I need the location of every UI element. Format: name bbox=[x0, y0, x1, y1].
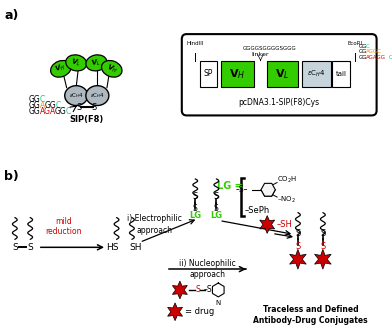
Text: i) Electrophilic
approach: i) Electrophilic approach bbox=[127, 214, 182, 234]
Text: GG: GG bbox=[54, 107, 66, 116]
Text: A: A bbox=[40, 101, 45, 110]
Text: S: S bbox=[193, 204, 198, 213]
Text: S: S bbox=[76, 103, 82, 112]
Text: = drug: = drug bbox=[185, 307, 214, 316]
FancyBboxPatch shape bbox=[182, 34, 377, 116]
Text: C: C bbox=[66, 107, 71, 116]
Ellipse shape bbox=[66, 55, 87, 71]
Text: pcDNA3.1-SIP(F8)Cys: pcDNA3.1-SIP(F8)Cys bbox=[239, 98, 320, 107]
Text: GG: GG bbox=[358, 55, 367, 60]
Text: GG: GG bbox=[28, 107, 40, 116]
Text: S: S bbox=[12, 243, 18, 252]
Text: C: C bbox=[40, 95, 45, 104]
Text: AGAGG: AGAGG bbox=[366, 55, 386, 60]
FancyBboxPatch shape bbox=[332, 61, 350, 87]
Text: GG: GG bbox=[28, 101, 40, 110]
Text: V$_L$: V$_L$ bbox=[71, 57, 82, 69]
Text: –S–: –S– bbox=[236, 185, 249, 194]
Text: CO$_2$H: CO$_2$H bbox=[277, 175, 298, 185]
Text: $\varepsilon$C$_H$4: $\varepsilon$C$_H$4 bbox=[307, 69, 325, 79]
Text: b): b) bbox=[4, 170, 19, 183]
Text: GG: GG bbox=[358, 43, 367, 48]
Text: tail: tail bbox=[336, 71, 347, 77]
Text: –SePh: –SePh bbox=[244, 206, 269, 215]
FancyBboxPatch shape bbox=[221, 61, 254, 87]
Text: S: S bbox=[192, 192, 198, 201]
Text: V$_L$: V$_L$ bbox=[275, 67, 290, 81]
Polygon shape bbox=[290, 249, 306, 269]
Text: AGA: AGA bbox=[40, 107, 56, 116]
Polygon shape bbox=[314, 249, 331, 269]
Text: S: S bbox=[214, 204, 219, 213]
Text: S: S bbox=[27, 243, 33, 252]
Text: V$_H$: V$_H$ bbox=[54, 62, 68, 75]
Text: S: S bbox=[214, 192, 219, 201]
Text: –SH: –SH bbox=[277, 220, 293, 229]
Text: GGGGSGGGGSGGG: GGGGSGGGGSGGG bbox=[243, 46, 296, 51]
Text: GG: GG bbox=[45, 101, 56, 110]
Ellipse shape bbox=[102, 60, 122, 77]
Text: GG: GG bbox=[28, 95, 40, 104]
Text: V$_H$: V$_H$ bbox=[105, 62, 119, 75]
Text: SP: SP bbox=[204, 69, 213, 78]
Text: LG: LG bbox=[189, 211, 201, 220]
Text: HS: HS bbox=[107, 243, 119, 252]
Text: AGGC: AGGC bbox=[366, 49, 382, 54]
Polygon shape bbox=[261, 183, 275, 196]
Polygon shape bbox=[260, 215, 275, 233]
Text: S: S bbox=[320, 229, 325, 238]
Polygon shape bbox=[168, 303, 183, 321]
FancyBboxPatch shape bbox=[200, 61, 217, 87]
Text: LG =: LG = bbox=[217, 181, 243, 191]
Text: V$_L$: V$_L$ bbox=[91, 57, 102, 69]
Text: C: C bbox=[366, 43, 370, 48]
Text: V$_H$: V$_H$ bbox=[229, 67, 246, 81]
Text: $\varepsilon$C$_H$4: $\varepsilon$C$_H$4 bbox=[69, 91, 84, 100]
Text: ii) Nucleophilic
approach: ii) Nucleophilic approach bbox=[179, 259, 236, 279]
Ellipse shape bbox=[65, 86, 88, 106]
Ellipse shape bbox=[51, 60, 71, 77]
Text: –S: –S bbox=[204, 286, 212, 294]
Text: –NO$_2$: –NO$_2$ bbox=[277, 195, 296, 205]
Polygon shape bbox=[172, 281, 187, 299]
Text: S: S bbox=[295, 229, 301, 238]
Text: SIP(F8): SIP(F8) bbox=[70, 116, 104, 124]
Text: linker: linker bbox=[252, 52, 269, 57]
FancyBboxPatch shape bbox=[267, 61, 298, 87]
Text: LG: LG bbox=[210, 211, 222, 220]
Text: C: C bbox=[389, 55, 392, 60]
Text: $\varepsilon$C$_H$4: $\varepsilon$C$_H$4 bbox=[90, 91, 105, 100]
Text: HindIII: HindIII bbox=[187, 41, 204, 46]
Text: SH: SH bbox=[129, 243, 142, 252]
Text: Traceless and Defined
Antibody-Drug Conjugates: Traceless and Defined Antibody-Drug Conj… bbox=[253, 304, 368, 325]
Text: N: N bbox=[216, 300, 221, 306]
Ellipse shape bbox=[86, 86, 109, 106]
Text: S: S bbox=[295, 242, 301, 251]
Text: a): a) bbox=[4, 9, 19, 22]
FancyBboxPatch shape bbox=[302, 61, 330, 87]
Text: S: S bbox=[92, 103, 97, 112]
Text: mild
reduction: mild reduction bbox=[45, 217, 82, 236]
Text: C: C bbox=[56, 101, 61, 110]
Text: EcoRI: EcoRI bbox=[348, 41, 363, 46]
Text: GG: GG bbox=[358, 49, 367, 54]
Text: S: S bbox=[320, 242, 325, 251]
Ellipse shape bbox=[86, 55, 107, 71]
Text: S: S bbox=[195, 286, 200, 294]
